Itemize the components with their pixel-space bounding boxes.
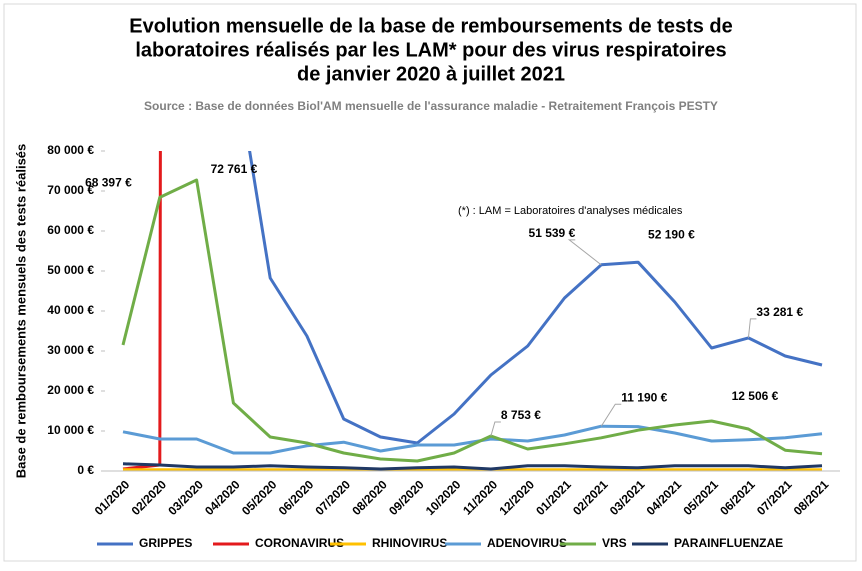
line-series: [248, 151, 823, 445]
leader-line: [747, 318, 757, 338]
plot-area: [121, 151, 823, 472]
line-series: [121, 178, 823, 463]
annotation: (*) : LAM = Laboratoires d'analyses médi…: [458, 205, 683, 217]
legend-label: GRIPPES: [139, 536, 192, 550]
y-axis-label: Base de remboursements mensuels des test…: [13, 144, 28, 479]
y-tick-label: 70 000 €: [47, 183, 94, 197]
line-series: [122, 462, 823, 471]
legend-label: RHINOVIRUS: [372, 536, 447, 550]
chart-title: laboratoires réalisés par les LAM* pour …: [135, 39, 726, 61]
y-tick-label: 0 €: [77, 463, 94, 477]
data-label: 68 397 €: [85, 176, 132, 190]
y-tick-label: 30 000 €: [47, 343, 94, 357]
data-label: 8 753 €: [501, 408, 541, 422]
y-tick-label: 60 000 €: [47, 223, 94, 237]
y-tick-label: 50 000 €: [47, 263, 94, 277]
data-label: 72 761 €: [211, 162, 258, 176]
leader-line: [567, 239, 602, 266]
subtitle: Source : Base de données Biol'AM mensuel…: [144, 99, 718, 113]
legend-label: VRS: [602, 536, 627, 550]
leader-line: [600, 403, 622, 427]
leader-line: [490, 421, 501, 437]
data-label: 11 190 €: [621, 390, 667, 404]
data-label: 12 506 €: [732, 389, 779, 403]
y-tick-label: 10 000 €: [47, 423, 94, 437]
legend-label: CORONAVIRUS: [255, 536, 344, 550]
data-label: 51 539 €: [529, 226, 576, 240]
line-series: [122, 424, 823, 455]
chart-title: de janvier 2020 à juillet 2021: [297, 63, 565, 85]
legend-label: ADENOVIRUS: [487, 536, 567, 550]
chart-title: Evolution mensuelle de la base de rembou…: [129, 15, 733, 37]
y-tick-label: 80 000 €: [47, 143, 94, 157]
legend-label: PARAINFLUENZAE: [674, 536, 783, 550]
y-tick-label: 20 000 €: [47, 383, 94, 397]
y-tick-label: 40 000 €: [47, 303, 94, 317]
data-label: 52 190 €: [648, 227, 695, 241]
data-label: 33 281 €: [756, 305, 803, 319]
chart-frame: [3, 3, 857, 562]
